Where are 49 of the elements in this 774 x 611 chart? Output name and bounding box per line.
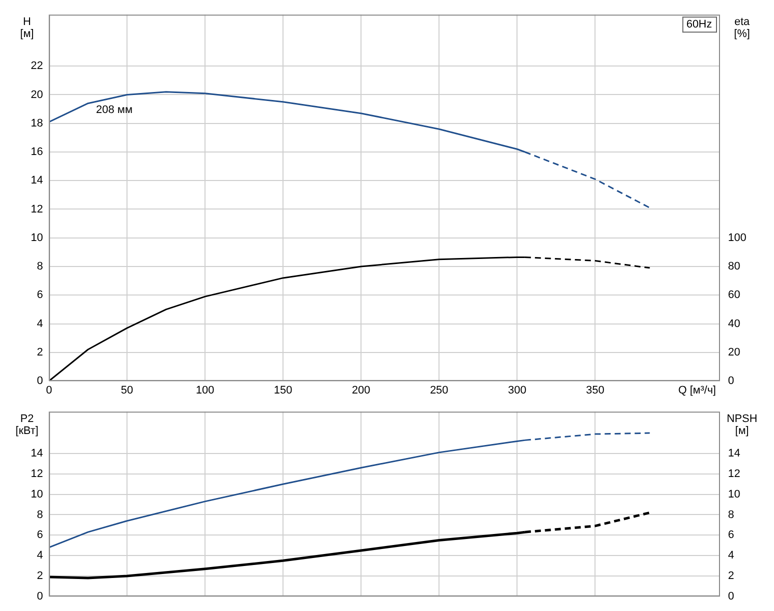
y2-tick-label: 40: [728, 318, 740, 330]
y-axis-title: H [м]: [20, 16, 34, 40]
series-label: 208 мм: [96, 104, 133, 116]
y-tick-label: 12: [30, 203, 43, 216]
y-tick-label: 12: [30, 468, 43, 480]
y-tick-label: 8: [36, 260, 43, 273]
x-tick-label: 150: [274, 384, 292, 397]
y-tick-label: 0: [36, 590, 43, 602]
y-tick-label: 4: [36, 318, 43, 330]
x-tick-label: 300: [508, 384, 526, 397]
y-tick-label: 10: [30, 488, 43, 500]
y-tick-label: 6: [36, 289, 43, 302]
y2-tick-label: 20: [728, 346, 740, 358]
y2-tick-label: 60: [728, 289, 740, 302]
y-tick-label: 14: [30, 447, 43, 460]
y2-axis-title: eta [%]: [734, 16, 751, 40]
y2-tick-label: 100: [728, 232, 746, 244]
y2-tick-label: 6: [728, 529, 734, 542]
y-axis-title: P2 [кВт]: [16, 413, 38, 438]
y-tick-label: 2: [36, 346, 43, 358]
y2-tick-label: 8: [728, 508, 734, 521]
y2-tick-label: 0: [728, 375, 734, 388]
y-tick-label: 4: [36, 550, 43, 562]
y-tick-label: 22: [30, 60, 43, 72]
y-tick-label: 6: [36, 529, 43, 542]
y2-tick-label: 12: [728, 468, 740, 480]
x-tick-label: 350: [586, 384, 604, 397]
y2-axis-title: NPSH [м]: [726, 413, 758, 438]
x-tick-label: 200: [352, 384, 370, 397]
y2-tick-label: 80: [728, 260, 740, 273]
y-tick-label: 18: [30, 117, 43, 130]
y2-tick-label: 14: [728, 447, 740, 460]
y2-tick-label: 4: [728, 550, 734, 562]
y-tick-label: 16: [30, 146, 43, 158]
x-tick-label: 250: [430, 384, 448, 397]
x-tick-label: 50: [120, 384, 134, 397]
y-tick-label: 0: [36, 375, 43, 388]
y-tick-label: 8: [36, 508, 43, 521]
x-tick-label: 0: [46, 384, 52, 397]
y-tick-label: 10: [30, 232, 43, 244]
annotation: 60Hz: [686, 18, 712, 31]
y-tick-label: 14: [30, 174, 43, 187]
x-tick-label: 100: [196, 384, 214, 397]
y2-tick-label: 2: [728, 570, 734, 582]
y2-tick-label: 0: [728, 590, 734, 602]
y-tick-label: 20: [30, 88, 43, 101]
y2-tick-label: 10: [728, 488, 740, 500]
y-tick-label: 2: [36, 570, 43, 582]
x-axis-title: Q [м³/ч]: [678, 384, 716, 397]
